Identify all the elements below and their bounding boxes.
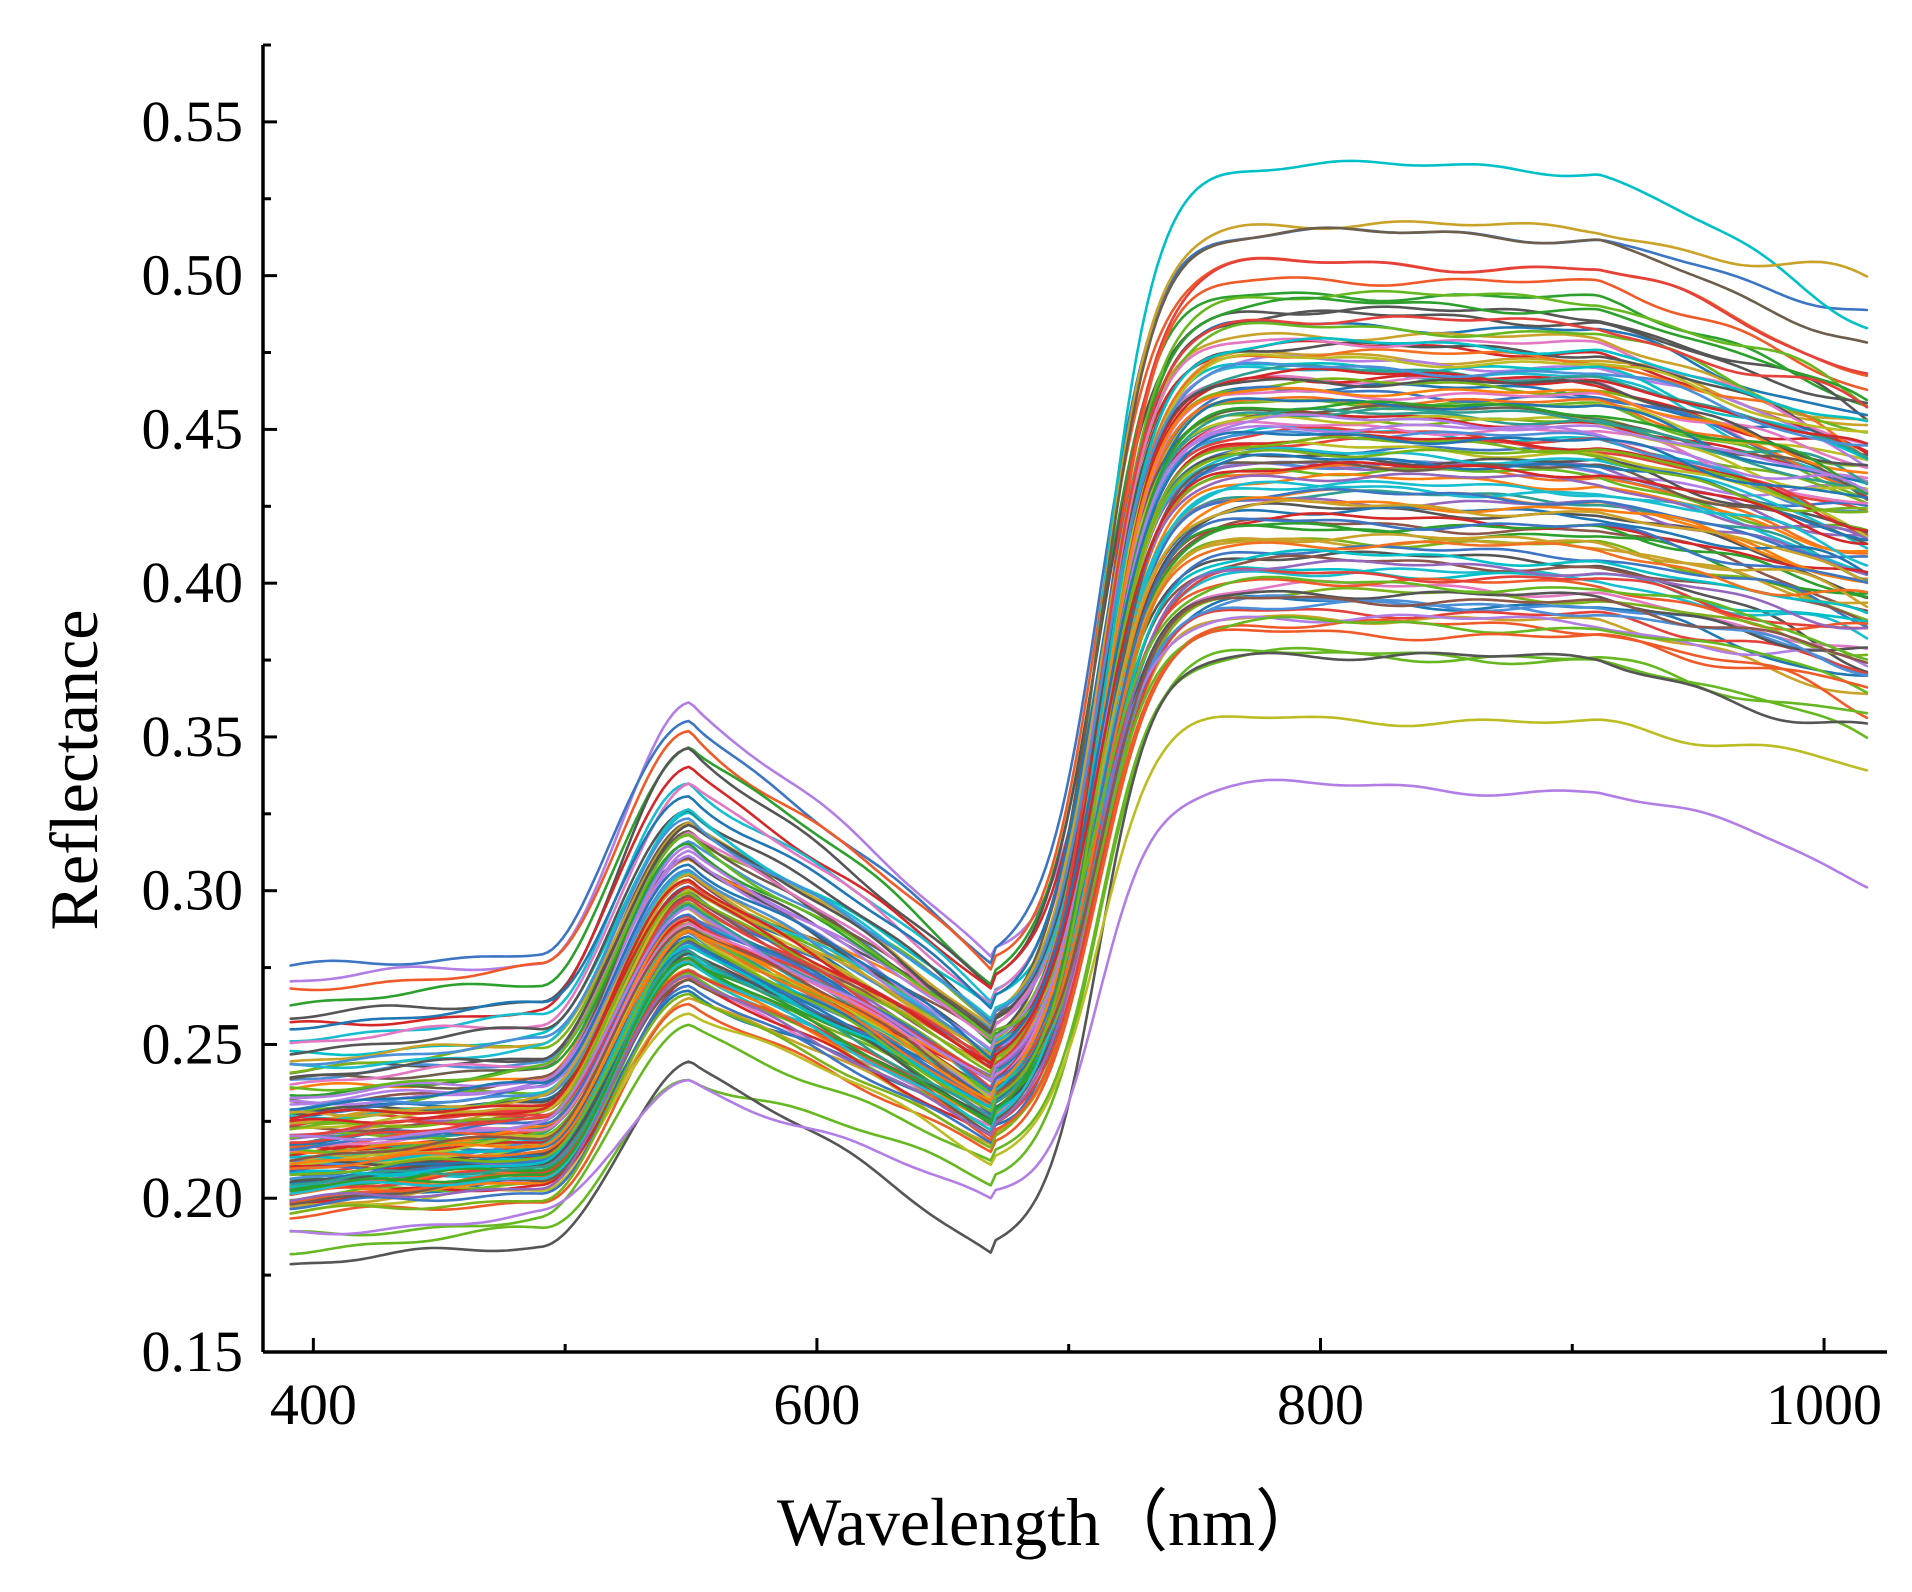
- spectrum-line-s109: [289, 559, 1869, 1203]
- x-axis-ticks: 400 600 800 1000: [270, 1338, 1882, 1437]
- spectrum-line-s108: [289, 540, 1869, 1170]
- spectrum-line-s119: [289, 448, 1869, 1177]
- spectrum-line-s102: [289, 367, 1869, 1125]
- spectrum-line-s34: [289, 651, 1869, 1266]
- spectrum-line-s111: [289, 595, 1869, 1162]
- y-axis-ticks: 0.15 0.20 0.25 0.30 0.35 0.40 0.45 0.50 0.55: [142, 43, 277, 1384]
- spectrum-line-s116: [289, 400, 1869, 1193]
- y-tick-label: 0.40: [142, 550, 244, 615]
- spectrum-line-s37: [289, 715, 1869, 1215]
- spectrum-line-s105: [289, 480, 1869, 1195]
- spectrum-line-s33: [289, 648, 1869, 1256]
- x-tick-label: 400: [270, 1372, 357, 1437]
- spectrum-line-s118: [289, 430, 1869, 1111]
- y-axis-title: Reflectance: [36, 610, 112, 931]
- spectrum-line-s74: [289, 608, 1869, 1197]
- x-axis-title: Wavelength（nm）: [777, 1484, 1323, 1560]
- y-tick-label: 0.45: [142, 396, 244, 461]
- spectrum-line-s120: [289, 460, 1869, 1120]
- y-tick-label: 0.50: [142, 243, 244, 308]
- y-tick-label: 0.20: [142, 1165, 244, 1230]
- spectrum-line-s44: [289, 319, 1869, 1031]
- spectrum-line-s114: [289, 361, 1869, 1066]
- y-tick-label: 0.30: [142, 858, 244, 923]
- y-tick-label: 0.25: [142, 1011, 244, 1076]
- spectra-curves: [289, 159, 1869, 1266]
- y-tick-label: 0.55: [142, 89, 244, 154]
- axes: 0.15 0.20 0.25 0.30 0.35 0.40 0.45 0.50 0.55 400…: [142, 43, 1887, 1437]
- x-tick-label: 600: [773, 1372, 860, 1437]
- spectrum-line-s107: [289, 517, 1869, 1151]
- y-tick-label: 0.15: [142, 1319, 244, 1384]
- x-tick-label: 800: [1277, 1372, 1364, 1437]
- y-tick-label: 0.35: [142, 704, 244, 769]
- x-tick-label: 1000: [1766, 1372, 1882, 1437]
- spectrum-line-s36: [289, 778, 1869, 1236]
